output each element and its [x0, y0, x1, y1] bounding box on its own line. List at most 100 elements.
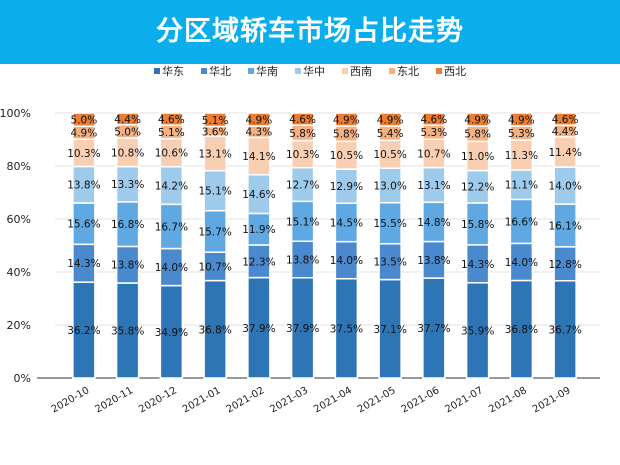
- legend-label: 华东: [162, 65, 184, 78]
- data-label: 10.5%: [373, 149, 406, 161]
- x-tick-label: 2020-10: [50, 385, 92, 415]
- legend-item: 华东: [154, 63, 184, 79]
- legend-label: 华中: [303, 65, 325, 78]
- data-label: 5.1%: [158, 127, 185, 139]
- bar-segment: [465, 112, 490, 127]
- legend-swatch: [436, 68, 442, 74]
- x-tick-label: 2020-11: [93, 385, 135, 415]
- data-label: 36.8%: [505, 324, 538, 336]
- data-label: 16.7%: [155, 221, 188, 233]
- y-tick-label: 80%: [7, 160, 31, 173]
- data-label: 16.8%: [111, 219, 144, 231]
- legend-label: 华北: [209, 65, 231, 78]
- data-label: 12.8%: [548, 259, 581, 271]
- x-tick-label: 2021-05: [356, 385, 398, 415]
- data-label: 15.5%: [373, 218, 406, 230]
- data-label: 13.3%: [111, 179, 144, 191]
- bar-segment: [247, 112, 271, 127]
- legend-item: 华中: [295, 63, 325, 79]
- data-label: 14.6%: [242, 189, 275, 201]
- data-label: 10.7%: [198, 261, 231, 273]
- data-label: 34.9%: [155, 327, 188, 339]
- data-label: 36.7%: [548, 324, 581, 336]
- data-label: 35.9%: [461, 325, 494, 337]
- bar-segment: [422, 112, 446, 126]
- legend-item: 华北: [201, 63, 231, 79]
- legend-label: 西北: [444, 65, 466, 78]
- bar-segment: [553, 112, 577, 126]
- data-label: 14.2%: [155, 181, 188, 193]
- y-tick-label: 0%: [14, 372, 31, 385]
- data-label: 37.7%: [417, 323, 450, 335]
- data-label: 4.9%: [377, 114, 404, 126]
- data-label: 4.3%: [246, 127, 273, 139]
- data-label: 4.6%: [158, 114, 185, 126]
- x-tick-label: 2021-09: [531, 385, 573, 415]
- data-label: 4.4%: [114, 114, 141, 126]
- data-label: 4.9%: [464, 114, 491, 126]
- legend-item: 西北: [436, 63, 466, 79]
- data-label: 13.8%: [111, 260, 144, 272]
- data-label: 13.5%: [373, 257, 406, 269]
- bar-segment: [290, 112, 315, 126]
- data-label: 14.0%: [330, 255, 363, 267]
- data-label: 5.1%: [202, 115, 229, 127]
- data-label: 14.0%: [548, 181, 581, 193]
- x-tick-label: 2021-04: [312, 385, 354, 415]
- data-label: 36.2%: [67, 325, 100, 337]
- data-label: 10.6%: [155, 148, 188, 160]
- legend-item: 西南: [342, 63, 372, 79]
- data-label: 14.1%: [242, 151, 275, 163]
- data-label: 10.8%: [111, 147, 144, 159]
- data-label: 5.3%: [421, 127, 448, 139]
- bar-segment: [203, 112, 227, 128]
- data-label: 5.3%: [508, 128, 535, 140]
- data-label: 13.8%: [286, 255, 319, 267]
- bar-segment: [115, 112, 140, 126]
- x-tick-label: 2021-01: [181, 385, 223, 415]
- legend-swatch: [295, 68, 301, 74]
- bar-segment: [159, 112, 184, 126]
- data-label: 13.0%: [373, 180, 406, 192]
- data-label: 11.3%: [505, 150, 538, 162]
- legend: 华东 华北 华南 华中 西南 东北 西北: [0, 62, 620, 80]
- legend-swatch: [389, 68, 395, 74]
- data-label: 12.3%: [242, 256, 275, 268]
- data-label: 3.6%: [202, 126, 229, 138]
- legend-label: 华南: [256, 65, 278, 78]
- data-label: 37.9%: [242, 323, 275, 335]
- bar-segment: [72, 112, 96, 127]
- data-label: 10.5%: [330, 150, 363, 162]
- bar-segment: [378, 112, 402, 127]
- x-tick-label: 2021-06: [400, 385, 442, 415]
- legend-label: 东北: [397, 65, 419, 78]
- data-label: 4.6%: [421, 114, 448, 126]
- y-tick-label: 60%: [7, 213, 31, 226]
- data-label: 11.9%: [242, 224, 275, 236]
- data-label: 37.5%: [330, 323, 363, 335]
- data-label: 5.8%: [289, 128, 316, 140]
- data-label: 4.6%: [289, 114, 316, 126]
- data-label: 12.9%: [330, 181, 363, 193]
- data-label: 13.1%: [198, 148, 231, 160]
- data-label: 14.3%: [67, 258, 100, 270]
- legend-swatch: [342, 68, 348, 74]
- data-label: 36.8%: [198, 324, 231, 336]
- bar-segment: [334, 112, 359, 127]
- data-label: 14.5%: [330, 217, 363, 229]
- legend-item: 华南: [248, 63, 278, 79]
- data-label: 37.1%: [373, 324, 406, 336]
- data-label: 15.8%: [461, 219, 494, 231]
- data-label: 5.0%: [114, 126, 141, 138]
- data-label: 4.6%: [552, 114, 579, 126]
- y-tick-label: 100%: [0, 107, 31, 120]
- data-label: 12.2%: [461, 182, 494, 194]
- data-label: 16.1%: [548, 220, 581, 232]
- legend-swatch: [201, 68, 207, 74]
- data-label: 14.0%: [155, 262, 188, 274]
- data-label: 13.8%: [67, 180, 100, 192]
- x-tick-label: 2021-07: [443, 385, 485, 415]
- data-label: 5.8%: [333, 129, 360, 141]
- data-label: 5.8%: [464, 129, 491, 141]
